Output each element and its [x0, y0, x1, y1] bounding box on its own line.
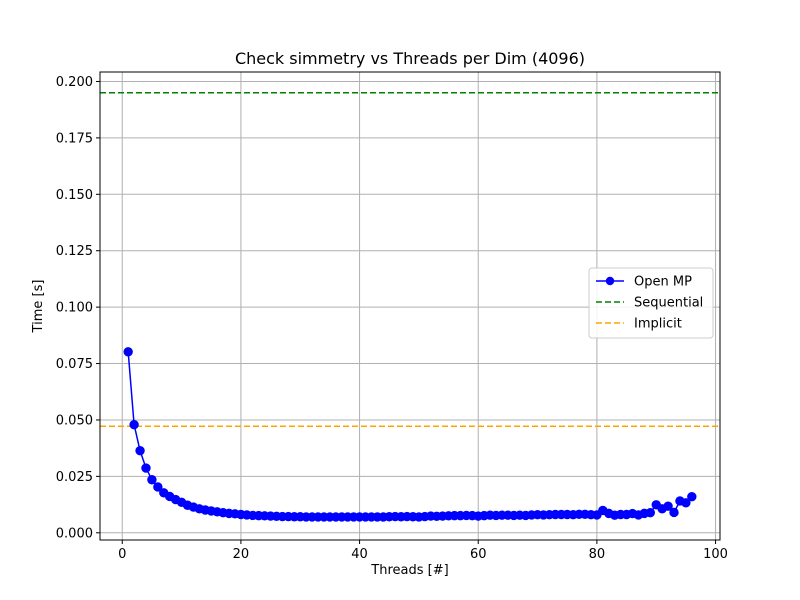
legend: Open MP Sequential Implicit — [588, 267, 714, 339]
open-mp-data-point — [681, 498, 691, 508]
open-mp-data-point — [129, 419, 139, 430]
legend-label-implicit: Implicit — [634, 317, 682, 332]
y-tick-label: 0.150 — [56, 188, 93, 203]
y-tick-label: 0.100 — [56, 301, 93, 316]
y-axis-label: Time [s] — [31, 280, 46, 334]
legend-marker-open-mp — [605, 276, 615, 286]
x-axis-label: Threads [#] — [370, 563, 448, 578]
open-mp-data-point — [147, 475, 157, 485]
reference-lines — [100, 92, 720, 428]
axis-ticks: 0 20 40 60 80 100 0.000 0.025 0.050 0.075 0.100 0.1… — [56, 75, 728, 562]
chart-title: Check simmetry vs Threads per Dim (4096) — [235, 49, 585, 68]
y-tick-label: 0.175 — [56, 131, 93, 146]
y-tick-label: 0.025 — [56, 470, 93, 485]
data-series — [123, 347, 697, 522]
y-tick-label: 0.050 — [56, 413, 93, 428]
y-tick-label: 0.200 — [56, 75, 93, 90]
open-mp-data-point — [141, 463, 151, 473]
x-tick-label: 60 — [470, 547, 487, 562]
legend-label-open-mp: Open MP — [634, 275, 692, 290]
y-tick-label: 0.075 — [56, 357, 93, 372]
open-mp-data-point — [687, 491, 697, 502]
y-tick-label: 0.000 — [56, 526, 93, 541]
x-tick-label: 40 — [351, 547, 368, 562]
open-mp-data-point — [135, 445, 145, 456]
x-tick-label: 0 — [118, 547, 126, 562]
x-tick-label: 100 — [703, 547, 728, 562]
open-mp-data-point — [663, 501, 673, 511]
open-mp-data-point — [645, 508, 655, 518]
open-mp-data-point — [123, 347, 133, 357]
legend-label-sequential: Sequential — [634, 296, 703, 311]
y-tick-label: 0.125 — [56, 244, 93, 259]
open-mp-data-point — [153, 482, 163, 492]
plot-frame — [99, 71, 721, 541]
x-tick-label: 80 — [589, 547, 606, 562]
open-mp-data-point — [669, 507, 679, 518]
x-tick-label: 20 — [233, 547, 250, 562]
legend-box — [588, 267, 714, 339]
